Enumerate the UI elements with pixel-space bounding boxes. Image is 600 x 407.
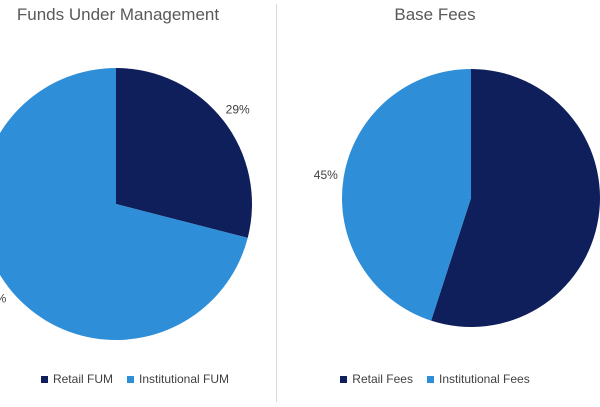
data-label: 29% <box>226 103 250 117</box>
pie-slice-retail-fum <box>116 68 252 238</box>
legend-label: Retail Fees <box>352 372 413 386</box>
legend-item-institutional-fees: Institutional Fees <box>426 372 530 386</box>
fum-pie-svg: 29% 71% <box>0 68 252 340</box>
data-label: 45% <box>314 168 338 182</box>
legend-label: Institutional Fees <box>438 372 530 386</box>
legend-swatch <box>426 375 434 383</box>
chart-legend: Retail FUM Institutional FUM <box>0 372 270 386</box>
legend-swatch <box>340 375 348 383</box>
legend-item-retail-fees: Retail Fees <box>340 372 413 386</box>
fum-pie-chart: 29% 71% Funds Under Management Retail FUM… <box>0 0 270 407</box>
legend-label: Institutional FUM <box>138 372 230 386</box>
legend-swatch <box>40 375 48 383</box>
legend-label: Retail FUM <box>52 372 113 386</box>
chart-divider <box>276 4 277 402</box>
pie-slice-institutional-fees <box>342 69 471 321</box>
legend-item-institutional-fum: Institutional FUM <box>126 372 230 386</box>
data-label: 71% <box>0 291 7 305</box>
pie-slice-retail-fees <box>431 69 600 327</box>
base-fees-pie-chart: 55%45% Base Fees Retail Fees Institution… <box>300 0 600 407</box>
legend-swatch <box>126 375 134 383</box>
chart-legend: Retail Fees Institutional Fees <box>300 372 570 386</box>
chart-title: Base Fees <box>394 5 476 24</box>
legend-item-retail-fum: Retail FUM <box>40 372 113 386</box>
pie-slice-institutional-fum <box>0 68 248 340</box>
base-fees-pie-svg: 55%45% <box>314 69 600 327</box>
chart-title: Funds Under Management <box>16 5 220 24</box>
